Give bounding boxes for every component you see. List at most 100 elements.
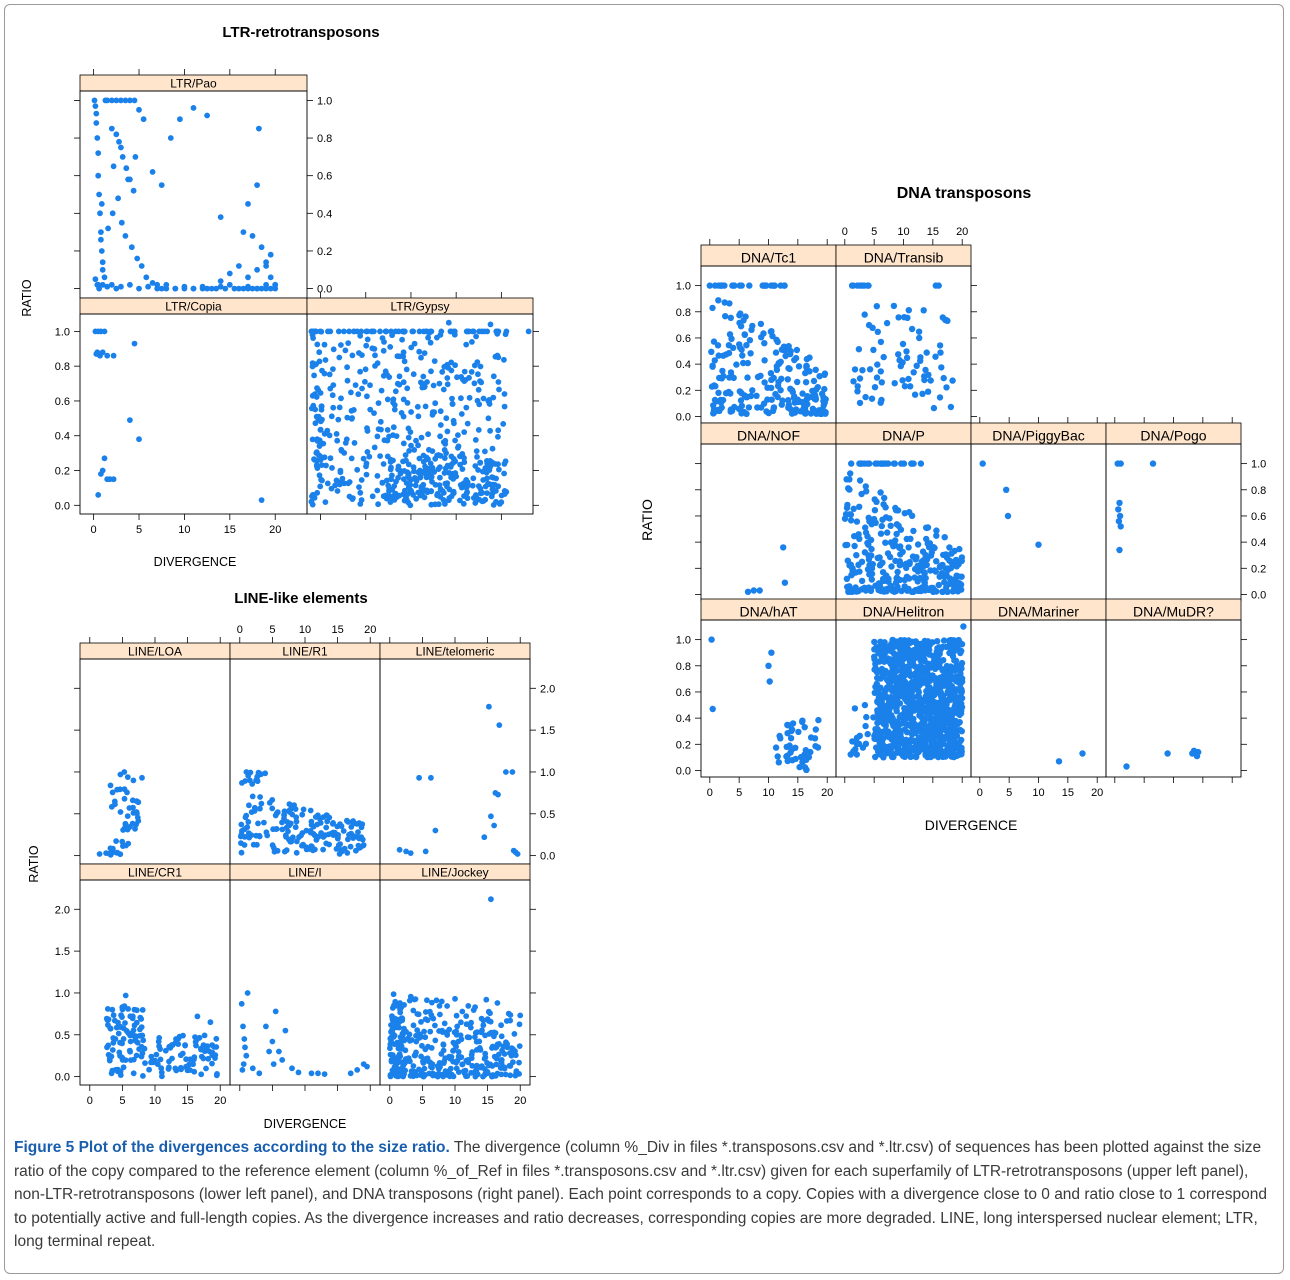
data-point (905, 687, 912, 694)
data-point (764, 384, 771, 391)
data-point (123, 165, 130, 172)
y-tick-label: 0.8 (676, 307, 691, 319)
data-point (125, 176, 131, 183)
data-point (878, 379, 885, 386)
data-point (354, 328, 361, 335)
data-point (119, 838, 126, 845)
data-point (1055, 758, 1063, 765)
data-point (491, 482, 497, 488)
y-tick-label: 1.5 (55, 946, 70, 958)
data-point (256, 1070, 263, 1077)
data-point (475, 483, 482, 489)
data-point (915, 693, 922, 700)
data-point (429, 464, 436, 471)
data-point (113, 97, 120, 104)
data-point (957, 649, 964, 657)
data-point (795, 728, 802, 736)
data-point (448, 367, 455, 374)
data-point (317, 453, 324, 460)
data-point (953, 721, 961, 728)
data-point (956, 738, 963, 746)
data-point (416, 455, 423, 462)
data-point (269, 1038, 276, 1045)
data-point (761, 357, 768, 364)
data-point (777, 387, 784, 394)
data-point (925, 724, 933, 731)
data-point (488, 813, 494, 820)
data-point (358, 497, 365, 503)
data-point (856, 535, 863, 542)
data-point (940, 637, 948, 644)
data-point (356, 835, 362, 842)
data-point (1003, 486, 1010, 493)
data-point (396, 381, 403, 388)
data-point (877, 530, 885, 537)
data-point (198, 1071, 205, 1078)
data-point (737, 323, 745, 330)
data-point (501, 461, 508, 467)
data-point (131, 1006, 138, 1013)
data-point (516, 1043, 523, 1049)
data-point (458, 1019, 464, 1026)
data-point (267, 285, 274, 292)
y-tick-label: 0.0 (676, 765, 691, 777)
data-point (393, 1058, 399, 1065)
data-point (410, 1022, 417, 1029)
data-point (416, 1035, 423, 1041)
data-point (476, 1045, 483, 1051)
data-point (770, 404, 778, 411)
data-point (422, 848, 429, 855)
data-point (212, 1055, 218, 1061)
data-point (851, 366, 859, 373)
data-point (455, 432, 461, 438)
data-point (910, 460, 917, 467)
data-point (895, 680, 903, 687)
data-point (424, 997, 430, 1004)
y-tick-label: 0.0 (540, 851, 555, 863)
y-tick-label: 0.2 (676, 385, 691, 397)
data-point (431, 409, 438, 416)
data-point (458, 1054, 465, 1061)
data-point (394, 353, 401, 360)
data-point (118, 1012, 124, 1019)
data-point (354, 1067, 361, 1073)
data-point (847, 586, 854, 594)
panel-box (970, 619, 1107, 778)
y-tick-label: 0.8 (1251, 485, 1266, 497)
data-point (488, 462, 494, 469)
data-point (871, 384, 879, 391)
data-point (453, 1065, 460, 1072)
y-tick-label: 0.0 (317, 284, 332, 296)
data-point (481, 1072, 488, 1078)
data-point (330, 382, 337, 388)
data-point (792, 354, 800, 362)
data-point (847, 517, 855, 524)
data-point (130, 804, 136, 811)
y-tick-label: 0.0 (676, 411, 691, 423)
data-point (1195, 748, 1202, 756)
data-point (117, 851, 124, 858)
data-point (316, 349, 323, 356)
data-point (392, 388, 399, 395)
data-point (491, 1053, 498, 1060)
data-point (328, 413, 335, 420)
data-point (470, 328, 477, 335)
data-point (341, 328, 347, 335)
data-point (870, 714, 877, 721)
data-point (923, 349, 930, 356)
data-point (115, 195, 121, 202)
data-point (501, 403, 508, 410)
data-point (253, 777, 259, 784)
data-point (466, 394, 473, 401)
data-point (119, 1006, 126, 1013)
data-point (901, 383, 909, 390)
data-point (905, 307, 912, 314)
data-point (454, 1023, 461, 1030)
data-point (880, 754, 887, 761)
data-point (152, 1057, 158, 1064)
data-point (803, 362, 810, 369)
data-point (241, 834, 248, 840)
data-point (407, 1072, 414, 1079)
data-point (872, 683, 879, 690)
data-point (940, 657, 947, 664)
